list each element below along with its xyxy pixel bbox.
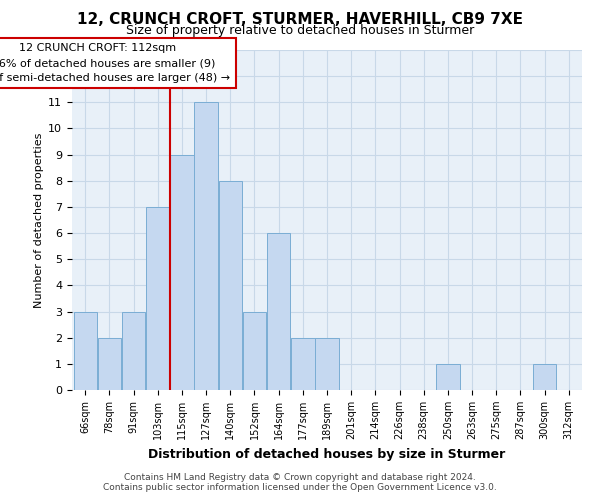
Bar	[267, 233, 290, 390]
Bar	[122, 312, 145, 390]
Text: 12 CRUNCH CROFT: 112sqm
← 16% of detached houses are smaller (9)
84% of semi-det: 12 CRUNCH CROFT: 112sqm ← 16% of detache…	[0, 44, 230, 83]
Bar	[436, 364, 460, 390]
Y-axis label: Number of detached properties: Number of detached properties	[34, 132, 44, 308]
X-axis label: Distribution of detached houses by size in Sturmer: Distribution of detached houses by size …	[148, 448, 506, 460]
Bar	[194, 102, 218, 390]
Bar	[74, 312, 97, 390]
Bar	[533, 364, 556, 390]
Bar	[146, 207, 170, 390]
Text: 12, CRUNCH CROFT, STURMER, HAVERHILL, CB9 7XE: 12, CRUNCH CROFT, STURMER, HAVERHILL, CB…	[77, 12, 523, 28]
Bar	[315, 338, 339, 390]
Text: Contains HM Land Registry data © Crown copyright and database right 2024.
Contai: Contains HM Land Registry data © Crown c…	[103, 473, 497, 492]
Bar	[98, 338, 121, 390]
Text: Size of property relative to detached houses in Sturmer: Size of property relative to detached ho…	[126, 24, 474, 37]
Bar	[243, 312, 266, 390]
Bar	[218, 181, 242, 390]
Bar	[170, 154, 194, 390]
Bar	[291, 338, 314, 390]
